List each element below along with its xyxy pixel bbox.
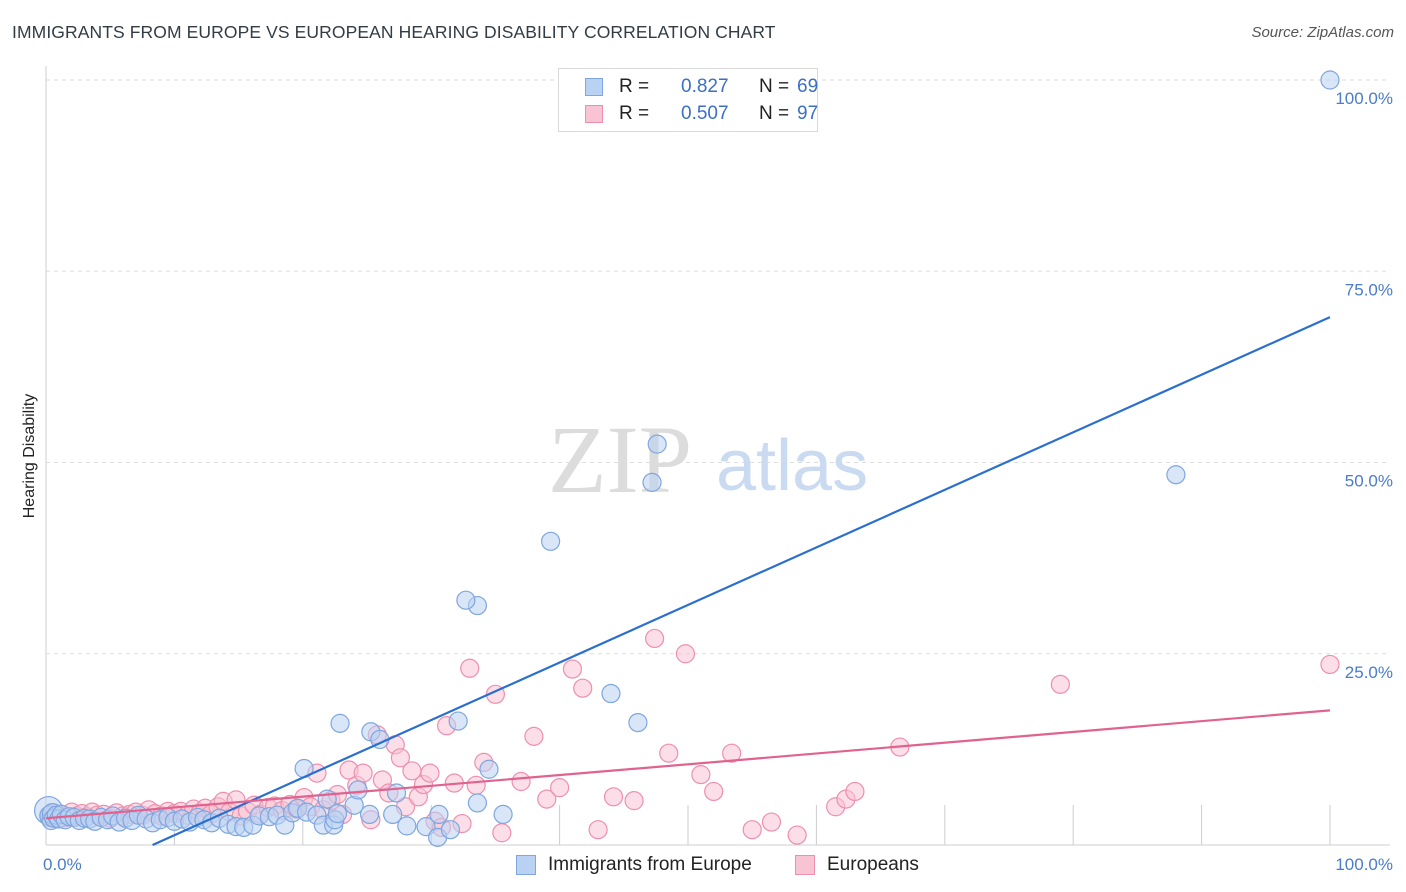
data-point (330, 713, 350, 733)
data-point (390, 748, 410, 768)
data-point (845, 781, 865, 802)
watermark-zip: ZIP (548, 406, 692, 513)
data-point (511, 771, 531, 792)
legend-r-value: 0.827 (681, 76, 729, 97)
data-point (397, 816, 417, 836)
trend-line-immigrants-from-europe (152, 316, 1331, 847)
legend-r-label: R = (619, 76, 650, 97)
watermark: ZIP atlas (548, 406, 868, 513)
legend-r-label: R = (619, 103, 650, 124)
series-europeans (40, 628, 1340, 845)
data-point (588, 820, 608, 840)
data-point (429, 804, 449, 825)
y-tick-label: 100.0% (1335, 89, 1393, 108)
data-point (601, 683, 621, 704)
data-point (448, 711, 468, 731)
chart-title: IMMIGRANTS FROM EUROPE VS EUROPEAN HEARI… (12, 22, 776, 42)
legend-swatch-blue (516, 855, 536, 875)
correlation-legend: R = 0.827 N = 69 R = 0.507 N = 97 (558, 68, 818, 132)
data-point (1166, 465, 1186, 485)
data-point (647, 434, 667, 454)
data-point (675, 644, 696, 664)
data-point (383, 804, 403, 825)
grid-lines (46, 79, 1390, 845)
legend-swatch-pink (585, 105, 603, 123)
legend-n-label: N = (759, 103, 790, 124)
data-point (642, 472, 662, 492)
axes (45, 66, 1390, 846)
data-point (524, 726, 544, 746)
trend-line-europeans (45, 709, 1331, 820)
data-point (353, 763, 373, 783)
data-point (628, 712, 648, 733)
data-point (359, 804, 380, 825)
data-point (467, 793, 488, 813)
data-point (659, 743, 679, 763)
legend-n-value: 69 (797, 76, 819, 97)
data-point (541, 531, 561, 551)
data-point (645, 628, 665, 649)
legend-swatch-pink (795, 855, 815, 875)
legend-item-europeans: Europeans (795, 852, 919, 878)
data-point (1320, 70, 1340, 90)
data-point (603, 787, 624, 807)
data-point (722, 743, 742, 763)
data-point (492, 823, 512, 843)
y-axis-label: Hearing Disability (21, 394, 38, 519)
data-point (573, 678, 593, 698)
data-point (460, 658, 480, 678)
data-point (549, 778, 570, 798)
source-label: Source: ZipAtlas.com (1251, 24, 1394, 41)
x-tick-label: 100.0% (1335, 855, 1393, 874)
watermark-atlas: atlas (716, 426, 868, 506)
legend-item-immigrants-from-europe: Immigrants from Europe (516, 852, 752, 878)
y-tick-label: 75.0% (1345, 280, 1393, 299)
data-point (1050, 674, 1070, 694)
data-point (742, 820, 762, 840)
trend-lines (45, 316, 1331, 847)
data-point (327, 804, 348, 824)
legend-swatch-blue (585, 78, 603, 96)
y-tick-label: 25.0% (1345, 663, 1393, 682)
data-point (1320, 654, 1340, 675)
legend-n-label: N = (759, 76, 790, 97)
data-point (562, 659, 583, 679)
data-point (386, 783, 407, 803)
data-point (537, 789, 557, 809)
legend-r-value: 0.507 (681, 103, 729, 124)
x-tick-label: 0.0% (43, 855, 82, 874)
data-point (691, 765, 711, 785)
series-immigrants-from-europe (33, 70, 1340, 847)
legend-label: Europeans (827, 854, 919, 875)
data-point (348, 780, 368, 800)
y-tick-label: 50.0% (1345, 472, 1393, 491)
legend-label: Immigrants from Europe (548, 854, 752, 875)
data-point (466, 775, 486, 795)
data-point (456, 590, 476, 610)
data-point (493, 804, 513, 825)
data-point (479, 759, 499, 779)
legend-n-value: 97 (797, 103, 819, 124)
data-point (624, 791, 644, 811)
data-point (420, 763, 440, 783)
data-point (761, 812, 782, 832)
data-point (704, 781, 724, 802)
data-point (787, 825, 807, 845)
tick-labels: 25.0% 50.0% 75.0% 100.0% 0.0% 100.0% (43, 89, 1393, 874)
data-point (440, 820, 461, 840)
